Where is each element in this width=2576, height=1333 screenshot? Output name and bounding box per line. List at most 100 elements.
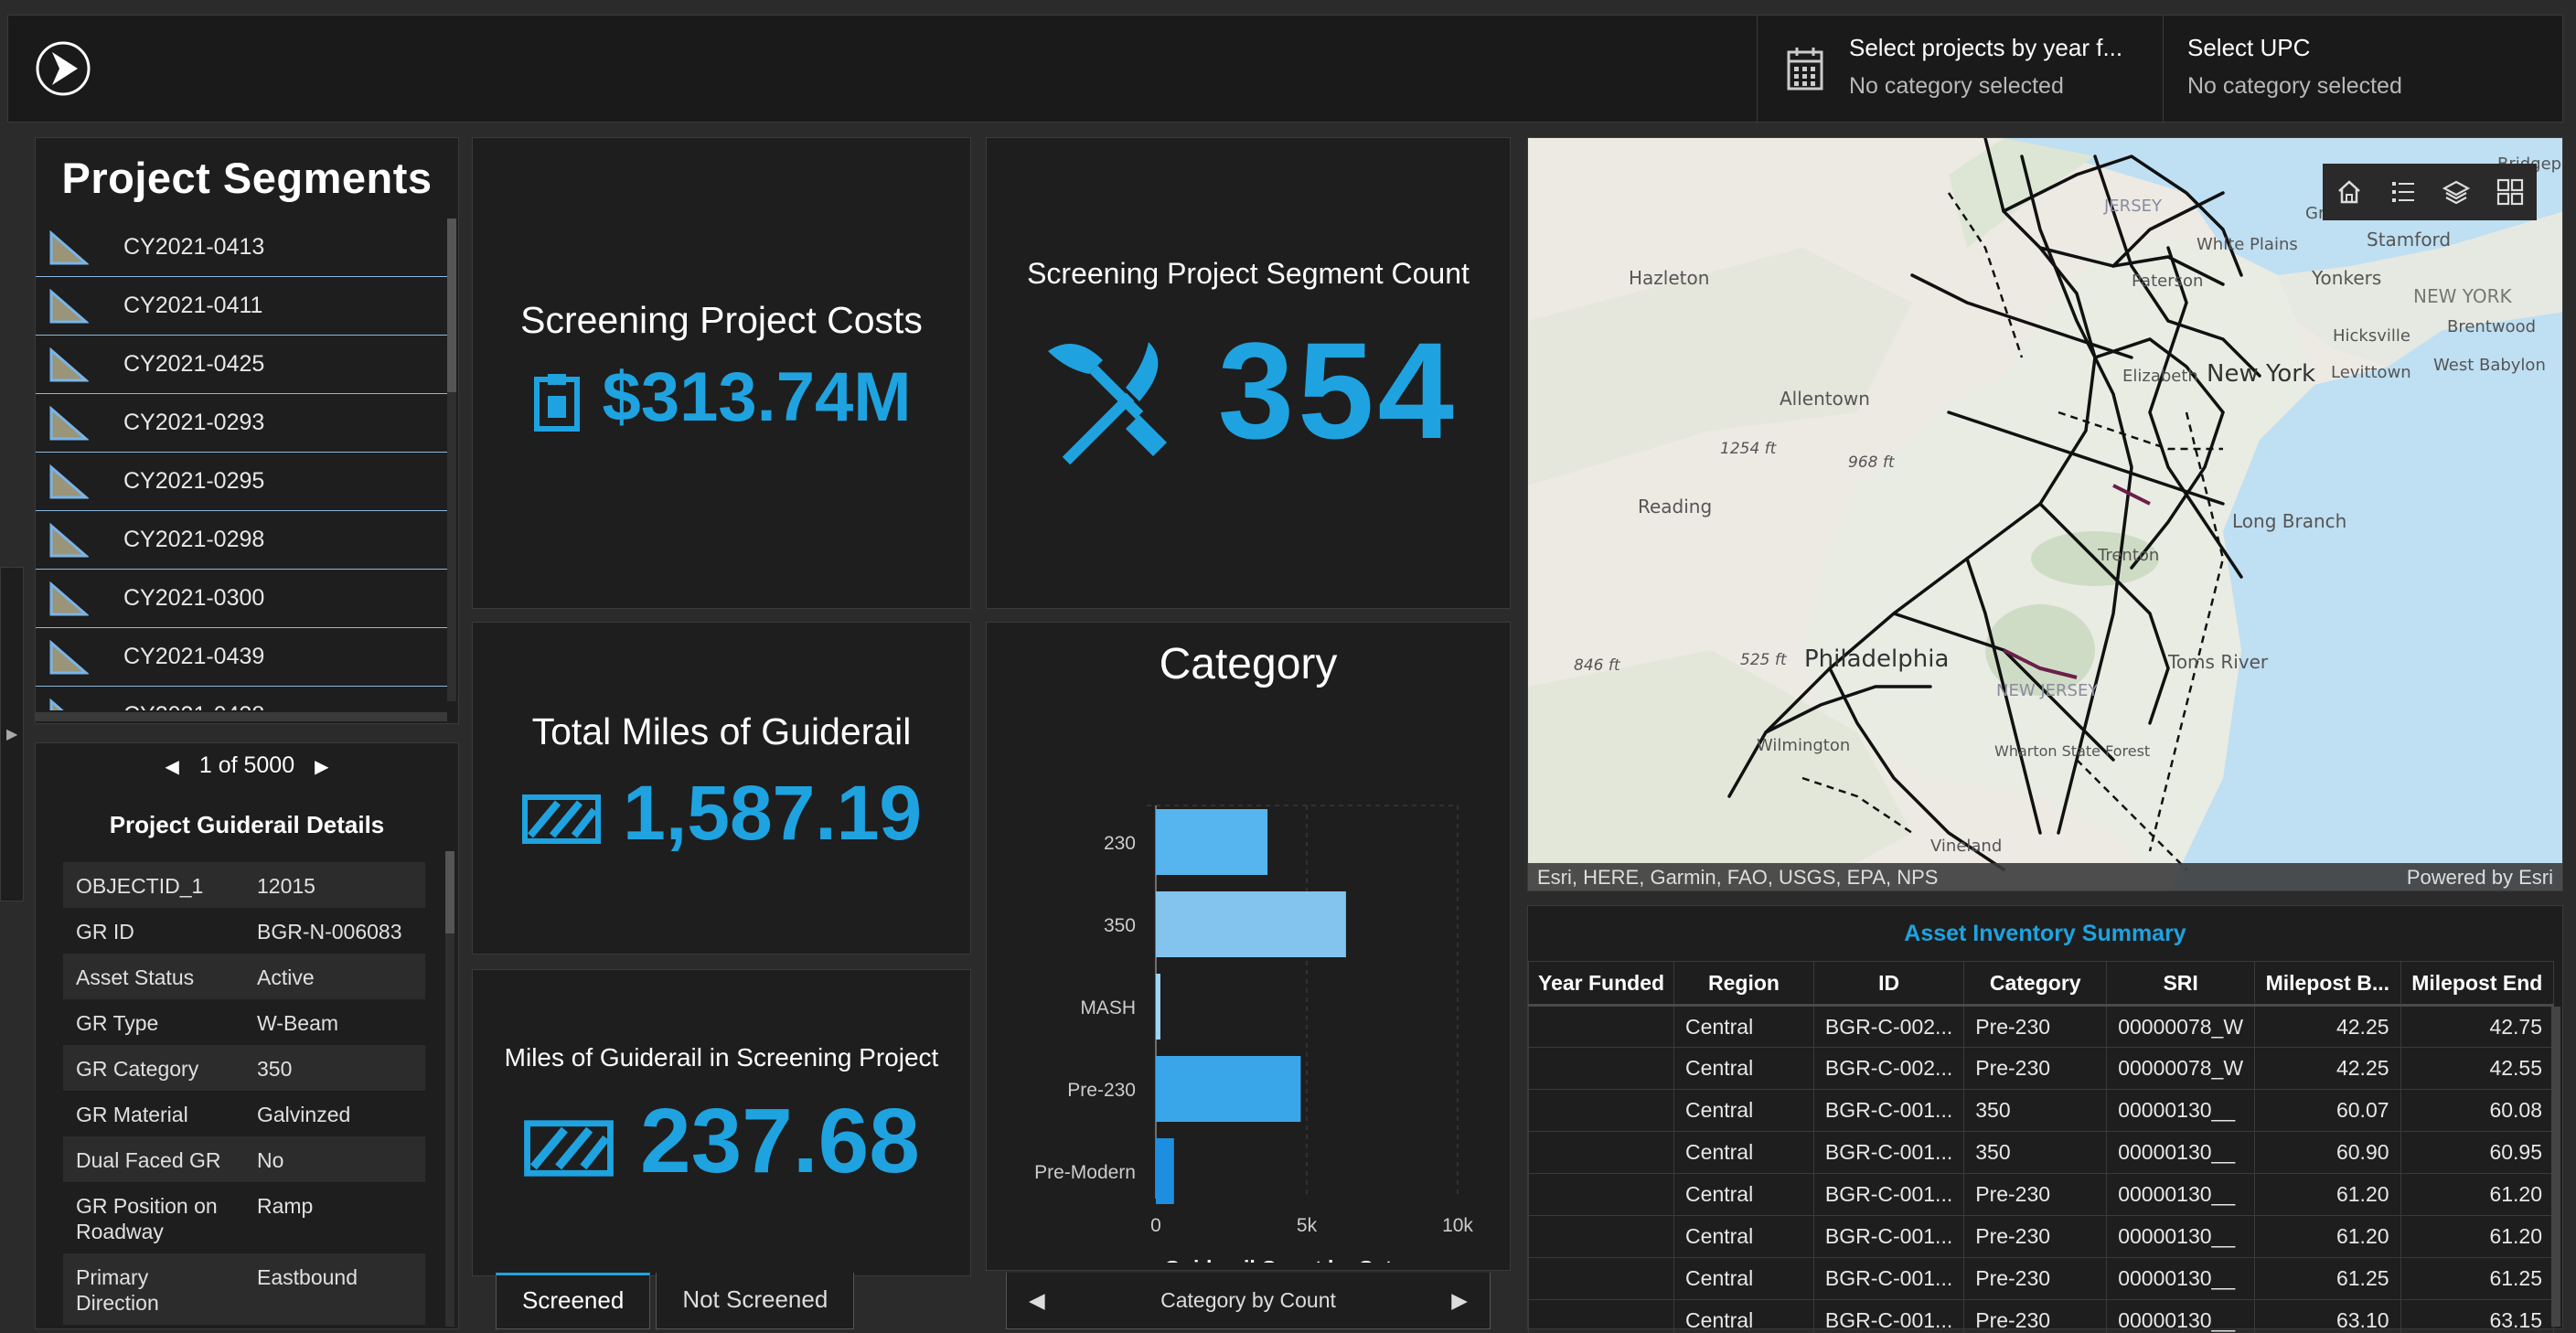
table-row[interactable]: Central BGR-C-001... Pre-230 00000130__ 61.2… (1527, 1257, 2555, 1300)
segment-label: CY2021-0438 (123, 702, 264, 710)
table-row[interactable]: Central BGR-C-001... Pre-230 00000130__ 61.2… (1527, 1215, 2555, 1258)
list-item[interactable]: CY2021-0293 (36, 394, 447, 453)
column-header[interactable]: Category (1963, 961, 2108, 1007)
column-header[interactable]: Year Funded (1527, 961, 1675, 1007)
table-cell: Central (1673, 1131, 1814, 1174)
list-item[interactable]: CY2021-0298 (36, 511, 447, 570)
table-cell: 42.25 (2254, 1047, 2401, 1090)
app-logo-icon[interactable] (34, 39, 92, 98)
basemap-gallery-icon[interactable] (2492, 174, 2528, 210)
basemap[interactable]: Hazleton Allentown Reading Philadelphia … (1528, 138, 2563, 891)
table-cell: 61.20 (2400, 1173, 2555, 1216)
column-header[interactable]: SRI (2106, 961, 2256, 1007)
segments-list[interactable]: CY2021-0413 CY2021-0411 CY2021-0425 CY20… (36, 219, 447, 710)
table-row[interactable]: Central BGR-C-002... Pre-230 00000078_W 42.2… (1527, 1047, 2555, 1090)
chart-navigation: ◀ Category by Count ▶ (1006, 1273, 1491, 1329)
chart-footer-label: Category by Count (1160, 1288, 1336, 1312)
segment-label: CY2021-0439 (123, 644, 265, 669)
category-label: Pre-Modern (1034, 1162, 1136, 1183)
shovel-pickaxe-icon (1048, 342, 1168, 465)
table-cell: BGR-C-001... (1812, 1299, 1965, 1333)
details-row: GR Material Galvinzed (63, 1091, 425, 1136)
sidebar-collapse-tab[interactable]: ▶ (0, 567, 24, 901)
layers-icon[interactable] (2438, 174, 2474, 210)
details-row: GR Position on Roadway Ramp (63, 1182, 425, 1253)
upc-selector[interactable]: Select UPC No category selected (2163, 16, 2563, 123)
table-cell: 60.90 (2254, 1131, 2401, 1174)
segment-label: CY2021-0425 (123, 351, 265, 377)
table-cell: BGR-C-002... (1812, 1047, 1965, 1090)
list-item[interactable]: CY2021-0439 (36, 628, 447, 687)
details-key: OBJECTID_1 (76, 874, 204, 898)
table-scrollbar[interactable] (2551, 1007, 2560, 1327)
total-miles-title: Total Miles of Guiderail (531, 710, 912, 752)
map-label: 968 ft (1848, 453, 1896, 472)
year-selector[interactable]: Select projects by year f... No category… (1757, 16, 2163, 123)
polygon-icon (49, 698, 65, 710)
list-item[interactable]: CY2021-0425 (36, 336, 447, 394)
polygon-icon (49, 581, 89, 615)
polygon-icon (49, 288, 89, 323)
tab-not-screened[interactable]: Not Screened (656, 1273, 855, 1329)
x-tick-label: 0 (1150, 1215, 1161, 1236)
table-row[interactable]: Central BGR-C-001... Pre-230 00000130__ 61.2… (1527, 1173, 2555, 1216)
table-row[interactable]: Central BGR-C-001... Pre-230 00000130__ 63.1… (1527, 1299, 2555, 1333)
previous-chart-icon[interactable]: ◀ (1029, 1288, 1045, 1312)
list-item[interactable]: CY2021-0300 (36, 570, 447, 628)
map-label: Wharton State Forest (1994, 742, 2150, 760)
category-label: 350 (1104, 915, 1136, 936)
screening-miles-indicator: Miles of Guiderail in Screening Project … (472, 969, 971, 1276)
map-label: Wilmington (1757, 736, 1850, 755)
bar (1156, 809, 1268, 875)
details-scrollbar[interactable] (445, 851, 454, 1327)
column-header[interactable]: Milepost End (2400, 961, 2555, 1007)
home-icon[interactable] (2331, 174, 2368, 210)
map-label: Hicksville (2333, 326, 2410, 346)
details-key: GR ID (76, 920, 134, 944)
segments-scrollbar[interactable] (447, 219, 456, 701)
map-label: West Babylon (2433, 356, 2546, 375)
table-cell (1527, 1257, 1675, 1300)
table-cell: Central (1673, 1257, 1814, 1300)
table-cell: 00000130__ (2106, 1215, 2256, 1258)
column-header[interactable]: Milepost B... (2254, 961, 2401, 1007)
segment-label: CY2021-0293 (123, 410, 265, 435)
previous-record-icon[interactable]: ◀ (165, 757, 179, 777)
column-header[interactable]: Region (1673, 961, 1814, 1007)
column-header[interactable]: ID (1812, 961, 1965, 1007)
list-item[interactable]: CY2021-0438 (36, 687, 447, 710)
table-cell: 61.20 (2254, 1173, 2401, 1216)
map-label: JERSEY (2103, 197, 2163, 216)
map-view[interactable]: Hazleton Allentown Reading Philadelphia … (1527, 137, 2563, 891)
next-chart-icon[interactable]: ▶ (1451, 1288, 1468, 1312)
table-cell: 00000130__ (2106, 1173, 2256, 1216)
next-record-icon[interactable]: ▶ (315, 757, 329, 777)
table-cell: 350 (1963, 1089, 2108, 1132)
category-label: Pre-230 (1067, 1080, 1136, 1101)
map-label: Philadelphia (1804, 645, 1949, 673)
table-row[interactable]: Central BGR-C-001... 350 00000130__ 60.90 60.… (1527, 1131, 2555, 1174)
powered-by-esri[interactable]: Powered by Esri (2406, 866, 2553, 889)
tab-screened[interactable]: Screened (496, 1273, 651, 1329)
polygon-icon (49, 522, 89, 557)
table-cell: 60.95 (2400, 1131, 2555, 1174)
segments-hscrollbar[interactable] (36, 712, 447, 721)
polygon-icon (49, 347, 89, 381)
count-value-row: 354 (987, 312, 1510, 470)
map-toolbar (2323, 164, 2537, 220)
table-row[interactable]: Central BGR-C-002... Pre-230 00000078_W 42.2… (1527, 1005, 2555, 1048)
details-value: 350 (257, 1057, 293, 1081)
table-cell: 60.07 (2254, 1089, 2401, 1132)
list-item[interactable]: CY2021-0411 (36, 277, 447, 336)
polygon-icon (49, 464, 89, 498)
attribution-text: Esri, HERE, Garmin, FAO, USGS, EPA, NPS (1537, 866, 1939, 889)
map-label: Paterson (2132, 272, 2203, 291)
table-cell: Central (1673, 1299, 1814, 1333)
legend-icon[interactable] (2385, 174, 2421, 210)
list-item[interactable]: CY2021-0295 (36, 453, 447, 511)
list-item[interactable]: CY2021-0413 (36, 219, 447, 277)
asset-table-title: Asset Inventory Summary (1904, 921, 2186, 946)
clipboard-icon (534, 373, 581, 432)
table-cell: BGR-C-002... (1812, 1005, 1965, 1048)
table-row[interactable]: Central BGR-C-001... 350 00000130__ 60.07 60.… (1527, 1089, 2555, 1132)
